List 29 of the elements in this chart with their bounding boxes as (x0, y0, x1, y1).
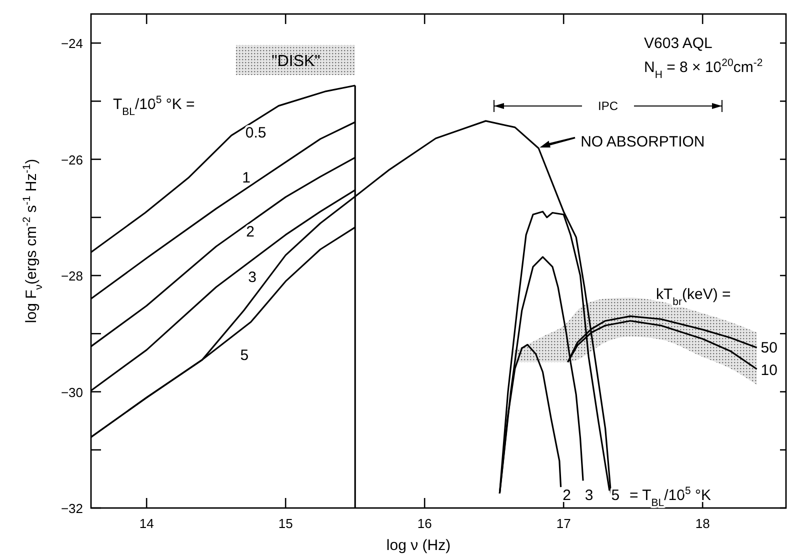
y-tick-label: −32 (60, 501, 83, 516)
x-axis-title: log ν (Hz) (386, 537, 451, 554)
y-tick-label: −28 (60, 268, 83, 284)
annotation: T$_{BL}$/10$^{5}$ °K = (113, 94, 196, 118)
x-tick-label: 17 (556, 516, 571, 531)
y-tick-label: −26 (60, 152, 83, 168)
annotation: IPC (598, 99, 618, 113)
series-label: 1 (242, 170, 250, 187)
y-tick-label: −24 (60, 36, 83, 52)
series-label: 3 (248, 269, 256, 286)
x-tick-label: 14 (139, 516, 154, 531)
annotation: = T$_{BL}$/10$^{5}$ °K (629, 485, 712, 509)
x-tick-label: 15 (278, 516, 293, 531)
legend-label: NO ABSORPTION (580, 133, 705, 150)
x-tick-label: 18 (695, 516, 710, 531)
annotation: N$_{H}$ = 8 × 10$^{20}$cm$^{-2}$ (644, 57, 763, 81)
y-tick-label: −30 (60, 384, 83, 400)
series-label: 50 (760, 340, 778, 357)
series-label: 2 (562, 487, 571, 504)
series-label: 0.5 (245, 124, 266, 142)
series-label: 5 (240, 346, 249, 364)
series-label: 3 (584, 487, 594, 504)
x-tick-label: 16 (417, 516, 432, 531)
series-label: 10 (760, 362, 778, 380)
annotation: "DISK" (272, 53, 320, 70)
annotation: kT$_{br}$(keV) = (656, 286, 732, 308)
series-label: 2 (246, 223, 254, 240)
series-label: 5 (611, 487, 620, 504)
annotation: V603 AQL (644, 35, 712, 52)
